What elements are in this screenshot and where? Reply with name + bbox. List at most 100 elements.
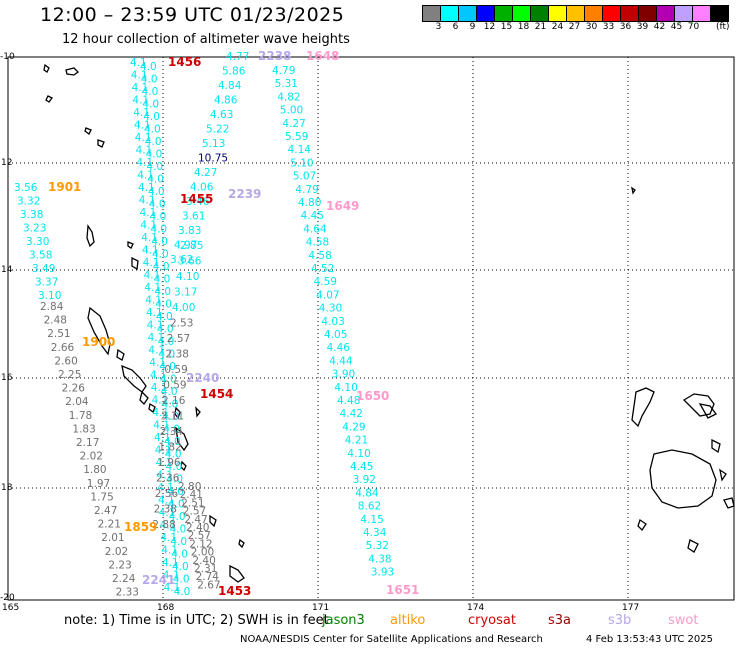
track-point: 4.0 bbox=[167, 486, 184, 498]
lat-label-20: -20 bbox=[0, 593, 15, 603]
track-point: 4.1 bbox=[142, 245, 159, 257]
track-point: 4.0 bbox=[152, 249, 169, 261]
track-point: 2.74 bbox=[196, 571, 220, 583]
track-point: 4.1 bbox=[154, 432, 171, 444]
track-point: 3.92 bbox=[353, 474, 376, 486]
track-point: 1.83 bbox=[72, 423, 95, 435]
track-point: 4.0 bbox=[151, 236, 168, 248]
track-point: 2.38 bbox=[166, 349, 189, 361]
color-scale bbox=[422, 5, 729, 22]
track-point: 3.17 bbox=[174, 287, 197, 299]
track-point: 4.0 bbox=[159, 361, 176, 373]
track-point: 4.1 bbox=[143, 257, 160, 269]
track-point: 4.1 bbox=[160, 532, 177, 544]
track-point: 4.06 bbox=[190, 182, 214, 194]
pass-label: 1456 bbox=[168, 55, 201, 69]
pass-label: 1455 bbox=[180, 192, 213, 206]
track-point: 2.36 bbox=[156, 473, 180, 485]
track-point: 3.10 bbox=[38, 290, 61, 302]
legend-swot: swot bbox=[668, 613, 699, 628]
track-point: 4.48 bbox=[337, 395, 360, 407]
wave-height-tracks: 4.14.04.14.04.14.04.14.04.14.04.14.04.14… bbox=[14, 51, 394, 599]
track-point: 4.1 bbox=[163, 570, 180, 582]
pass-label: 1900 bbox=[82, 335, 115, 349]
track-point: 2.16 bbox=[162, 395, 186, 407]
track-point: 2.53 bbox=[170, 318, 193, 330]
timestamp: 4 Feb 13:53:43 UTC 2025 bbox=[586, 634, 713, 645]
track-point: 1.80 bbox=[83, 464, 106, 476]
footnote: note: 1) Time is in UTC; 2) SWH is in fe… bbox=[64, 613, 329, 628]
track-point: 4.0 bbox=[168, 499, 185, 511]
track-point: 4.0 bbox=[162, 399, 179, 411]
pass-label: 1650 bbox=[356, 389, 389, 403]
track-point: 3.38 bbox=[20, 209, 43, 221]
track-point: 4.44 bbox=[329, 355, 353, 367]
track-point: 1.82 bbox=[158, 442, 181, 454]
pass-label: 2238 bbox=[258, 49, 291, 63]
legend-s3a: s3a bbox=[548, 613, 572, 628]
track-point: 5.32 bbox=[366, 540, 389, 552]
track-point: 4.79 bbox=[272, 65, 295, 77]
scale-label: 39 bbox=[636, 22, 649, 32]
track-point: 4.0 bbox=[165, 449, 182, 461]
track-point: 4.45 bbox=[350, 461, 373, 473]
track-point: 5.13 bbox=[202, 138, 225, 150]
track-point: 4.1 bbox=[160, 520, 177, 532]
track-point: 2.38 bbox=[154, 504, 177, 516]
track-point: 1.96 bbox=[157, 457, 181, 469]
track-point: 4.1 bbox=[137, 170, 154, 182]
scale-label: 12 bbox=[483, 22, 496, 32]
track-point: 4.84 bbox=[355, 487, 379, 499]
track-point: 2.51 bbox=[47, 328, 70, 340]
track-point: 2.57 bbox=[188, 530, 211, 542]
track-point: 3.61 bbox=[182, 211, 205, 223]
track-point: 4.45 bbox=[301, 210, 324, 222]
track-point: 4.30 bbox=[319, 303, 342, 315]
pass-label: 2240 bbox=[186, 371, 219, 385]
track-point: 1.97 bbox=[87, 478, 110, 490]
track-point: 4.14 bbox=[288, 144, 312, 156]
track-point: 4.21 bbox=[345, 435, 368, 447]
track-point: 4.10 bbox=[176, 271, 199, 283]
lon-label-171: 171 bbox=[312, 603, 330, 613]
track-point: 4.1 bbox=[131, 70, 148, 82]
lon-label-174: 174 bbox=[467, 603, 485, 613]
track-point: 4.0 bbox=[166, 474, 183, 486]
track-point: 4.63 bbox=[210, 109, 233, 121]
track-point: 4.0 bbox=[146, 149, 163, 161]
track-point: 4.52 bbox=[311, 263, 334, 275]
track-point: 4.0 bbox=[171, 549, 188, 561]
track-point: 4.0 bbox=[170, 536, 187, 548]
track-point: 4.0 bbox=[160, 374, 177, 386]
track-point: 2.47 bbox=[94, 505, 117, 517]
track-point: 4.1 bbox=[133, 107, 150, 119]
track-point: 4.1 bbox=[132, 82, 149, 94]
track-point: 4.27 bbox=[282, 118, 305, 130]
track-point: 4.1 bbox=[130, 57, 147, 69]
track-point: 2.88 bbox=[152, 519, 175, 531]
track-point: 4.1 bbox=[147, 320, 164, 332]
track-point: 4.1 bbox=[148, 332, 165, 344]
track-point: 4.0 bbox=[153, 261, 170, 273]
map-title: 12:00 – 23:59 UTC 01/23/2025 bbox=[40, 4, 345, 26]
track-point: 3.23 bbox=[23, 223, 46, 235]
track-point: 4.0 bbox=[148, 186, 165, 198]
track-point: 2.57 bbox=[167, 333, 190, 345]
pass-label: 2239 bbox=[228, 187, 261, 201]
grid-lines bbox=[8, 57, 734, 600]
track-point: 3.93 bbox=[371, 567, 394, 579]
track-point: 4.1 bbox=[162, 557, 179, 569]
track-point: 10.75 bbox=[198, 153, 228, 165]
track-point: 2.31 bbox=[194, 563, 217, 575]
track-point: 3.49 bbox=[32, 263, 55, 275]
track-point: 4.64 bbox=[303, 223, 327, 235]
track-point: 2.02 bbox=[80, 451, 103, 463]
track-point: 4.1 bbox=[139, 195, 156, 207]
track-point: 3.37 bbox=[35, 277, 58, 289]
track-point: 4.1 bbox=[141, 232, 158, 244]
track-point: 4.42 bbox=[340, 408, 363, 420]
map-frame bbox=[7, 56, 735, 601]
scale-label: 33 bbox=[602, 22, 615, 32]
track-point: 4.46 bbox=[327, 342, 351, 354]
track-point: 3.83 bbox=[178, 225, 201, 237]
